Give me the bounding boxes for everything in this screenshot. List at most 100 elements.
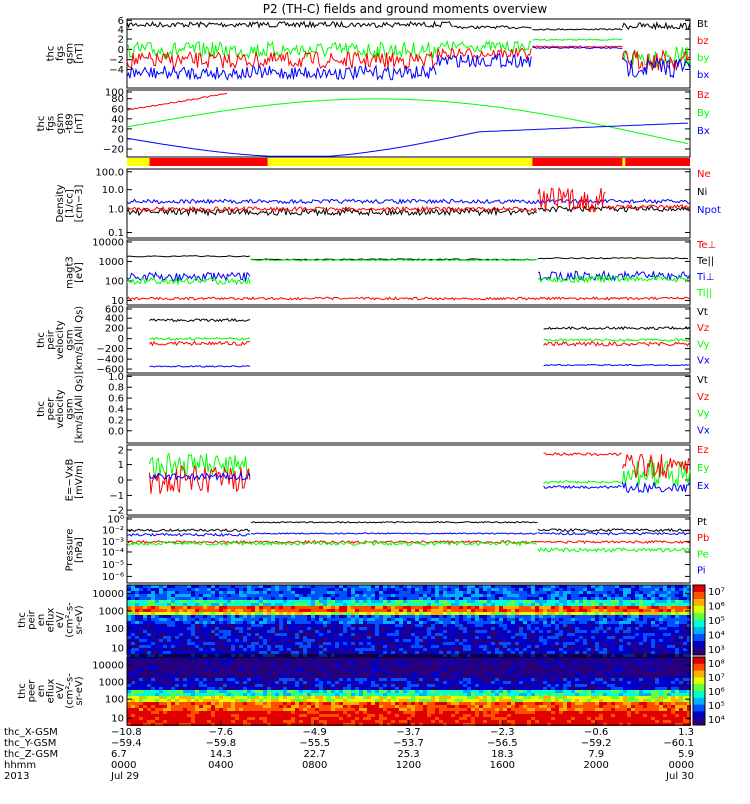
peer_en-pixel <box>319 675 323 678</box>
peer_en-pixel <box>335 699 339 702</box>
peir_en-pixel <box>395 606 399 609</box>
peir_en-pixel <box>147 594 151 597</box>
peir_en-pixel <box>447 630 451 633</box>
peir_en-pixel <box>179 594 183 597</box>
peer_en-pixel <box>155 711 159 714</box>
peer_en-pixel <box>323 669 327 672</box>
peer_en-pixel <box>239 687 243 690</box>
peir_en-pixel <box>659 615 663 618</box>
peir_en-pixel <box>259 630 263 633</box>
peir_en-pixel <box>411 621 415 624</box>
peer_en-pixel <box>131 675 135 678</box>
peir_en-pixel <box>595 600 599 603</box>
peir_en-pixel <box>471 627 475 630</box>
peir_en-pixel <box>195 606 199 609</box>
peir_en-pixel <box>667 606 671 609</box>
peir_en-pixel <box>203 651 207 654</box>
peer_en-pixel <box>355 717 359 720</box>
peer_en-pixel <box>311 705 315 708</box>
peer_en-pixel <box>223 660 227 663</box>
peir_en-pixel <box>467 648 471 651</box>
peir_en-pixel <box>259 645 263 648</box>
peer_en-pixel <box>251 711 255 714</box>
peir_en-pixel <box>347 618 351 621</box>
peir_en-pixel <box>203 636 207 639</box>
peir_en-pixel <box>167 624 171 627</box>
peer_en-pixel <box>279 705 283 708</box>
peir_en-pixel <box>255 630 259 633</box>
peir_en-pixel <box>379 606 383 609</box>
peir_en-pixel <box>199 615 203 618</box>
peir_en-pixel <box>643 645 647 648</box>
peir_en-pixel <box>607 624 611 627</box>
peer_en-pixel <box>139 696 143 699</box>
peir_en-pixel <box>167 588 171 591</box>
peer_en-pixel <box>323 681 327 684</box>
peer_en-pixel <box>263 678 267 681</box>
peir_en-pixel <box>183 633 187 636</box>
peer_en-pixel <box>255 702 259 705</box>
peir_en-pixel <box>619 588 623 591</box>
peir_en-pixel <box>275 633 279 636</box>
peer_en-pixel <box>135 663 139 666</box>
peir_en-pixel <box>551 633 555 636</box>
peir_en-pixel <box>135 594 139 597</box>
peer_en-pixel <box>275 720 279 723</box>
peir_en-pixel <box>575 597 579 600</box>
peer_en-pixel <box>203 660 207 663</box>
peir_en-ylabel: sr-eV) <box>74 605 85 634</box>
peer_en-pixel <box>331 711 335 714</box>
peir_en-pixel <box>491 651 495 654</box>
peir_en-pixel <box>255 606 259 609</box>
peir_en-pixel <box>563 645 567 648</box>
peir_en-pixel <box>447 621 451 624</box>
peir_en-pixel <box>235 624 239 627</box>
peer_en-pixel <box>259 693 263 696</box>
peir_en-pixel <box>607 621 611 624</box>
peer_en-pixel <box>207 666 211 669</box>
peir_en-pixel <box>563 594 567 597</box>
peir_en-pixel <box>455 591 459 594</box>
peir_en-pixel <box>659 618 663 621</box>
peir_en-pixel <box>219 612 223 615</box>
peir_en-pixel <box>575 627 579 630</box>
peir_en-pixel <box>327 633 331 636</box>
peir_en-pixel <box>471 606 475 609</box>
peir_en-pixel <box>447 639 451 642</box>
peer_en-pixel <box>323 678 327 681</box>
peir_en-pixel <box>207 609 211 612</box>
peer_en-pixel <box>163 717 167 720</box>
peir_en-pixel <box>559 627 563 630</box>
peir_en-pixel <box>299 642 303 645</box>
peir_en-pixel <box>507 621 511 624</box>
peir_en-pixel <box>343 597 347 600</box>
peir_en-pixel <box>431 603 435 606</box>
peer_en-pixel <box>135 708 139 711</box>
peir_en-pixel <box>583 627 587 630</box>
peir_en-pixel <box>183 630 187 633</box>
peer_en-pixel <box>343 675 347 678</box>
peer_en-pixel <box>139 678 143 681</box>
peir_en-pixel <box>135 636 139 639</box>
peir_en-pixel <box>287 642 291 645</box>
peir_en-pixel <box>631 618 635 621</box>
peir_en-pixel <box>655 612 659 615</box>
peer_en-pixel <box>187 669 191 672</box>
peir_en-pixel <box>163 624 167 627</box>
peer_en-pixel <box>307 693 311 696</box>
peir_en-pixel <box>167 645 171 648</box>
peir_en-pixel <box>287 651 291 654</box>
peir_en-pixel <box>507 609 511 612</box>
peir_en-pixel <box>287 645 291 648</box>
peer_en-pixel <box>127 660 131 663</box>
peir_en-pixel <box>455 630 459 633</box>
peir_en-pixel <box>575 639 579 642</box>
peir_en-pixel <box>503 636 507 639</box>
peer_en-pixel <box>175 690 179 693</box>
peir_en-pixel <box>579 615 583 618</box>
peir_en-pixel <box>167 609 171 612</box>
peir_en-pixel <box>343 633 347 636</box>
peer_en-pixel <box>191 660 195 663</box>
peir_en-pixel <box>539 648 543 651</box>
peer_en-pixel <box>275 672 279 675</box>
